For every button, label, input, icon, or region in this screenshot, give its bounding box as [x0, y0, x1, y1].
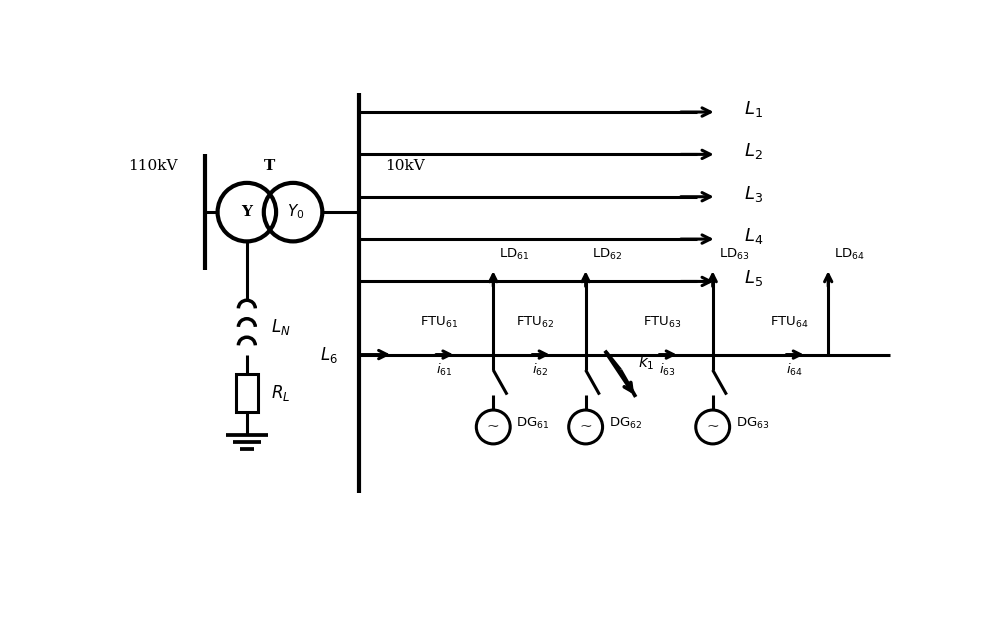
Text: ~: ~: [487, 420, 500, 434]
Text: $R_L$: $R_L$: [271, 383, 291, 403]
Text: $i_{64}$: $i_{64}$: [786, 362, 803, 378]
Text: $L_3$: $L_3$: [744, 184, 762, 204]
Text: ~: ~: [579, 420, 592, 434]
Text: $i_{63}$: $i_{63}$: [659, 362, 676, 378]
Text: $\mathrm{FTU}_{63}$: $\mathrm{FTU}_{63}$: [643, 315, 682, 330]
Text: $\mathrm{LD}_{63}$: $\mathrm{LD}_{63}$: [719, 247, 750, 262]
Text: $L_5$: $L_5$: [744, 269, 762, 288]
Text: T: T: [264, 159, 276, 173]
Text: 10kV: 10kV: [385, 159, 425, 173]
Text: $\mathrm{FTU}_{62}$: $\mathrm{FTU}_{62}$: [516, 315, 555, 330]
Text: $L_1$: $L_1$: [744, 99, 762, 119]
Text: 110kV: 110kV: [128, 159, 178, 173]
Text: $\mathrm{LD}_{62}$: $\mathrm{LD}_{62}$: [592, 247, 622, 262]
Text: $\mathrm{DG}_{61}$: $\mathrm{DG}_{61}$: [516, 416, 550, 432]
Text: $Y_0$: $Y_0$: [287, 203, 305, 221]
Text: $i_{62}$: $i_{62}$: [532, 362, 548, 378]
Text: $\mathrm{FTU}_{61}$: $\mathrm{FTU}_{61}$: [420, 315, 459, 330]
Text: $i_{61}$: $i_{61}$: [436, 362, 452, 378]
Text: $\mathrm{DG}_{63}$: $\mathrm{DG}_{63}$: [736, 416, 769, 432]
Text: $\mathrm{DG}_{62}$: $\mathrm{DG}_{62}$: [609, 416, 642, 432]
Text: $L_N$: $L_N$: [271, 317, 291, 337]
Text: $L_6$: $L_6$: [320, 344, 338, 365]
Text: $\mathrm{LD}_{64}$: $\mathrm{LD}_{64}$: [834, 247, 865, 262]
Text: $\mathrm{LD}_{61}$: $\mathrm{LD}_{61}$: [499, 247, 530, 262]
Text: $k_1$: $k_1$: [638, 353, 655, 372]
Text: ~: ~: [706, 420, 719, 434]
Text: $L_2$: $L_2$: [744, 142, 762, 161]
Bar: [236, 374, 258, 412]
Text: Y: Y: [241, 205, 252, 219]
Text: $L_4$: $L_4$: [744, 226, 763, 246]
Text: $\mathrm{FTU}_{64}$: $\mathrm{FTU}_{64}$: [770, 315, 809, 330]
